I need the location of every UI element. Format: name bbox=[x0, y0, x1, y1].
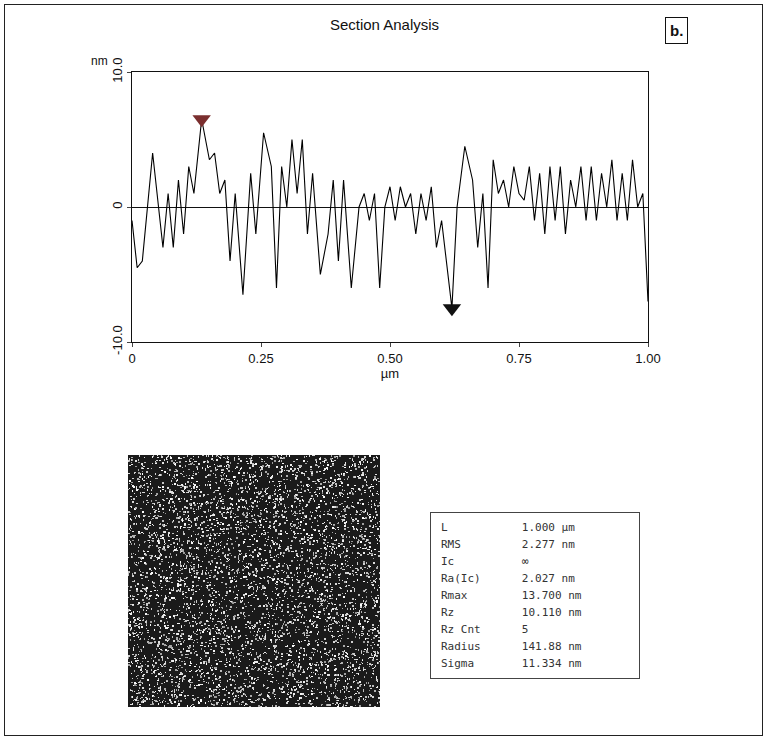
html-text:10.110 nm: 10.110 nm bbox=[521, 606, 582, 619]
html-text:5: 5 bbox=[521, 623, 529, 636]
svg-text:0: 0 bbox=[128, 351, 135, 366]
svg-text:-10.0: -10.0 bbox=[110, 325, 125, 355]
html-text:L: L bbox=[441, 521, 448, 534]
html-text:Sigma: Sigma bbox=[441, 657, 475, 670]
html-text:13.700 nm: 13.700 nm bbox=[521, 589, 582, 602]
html-text:Rz: Rz bbox=[441, 606, 455, 619]
html-text:2.027 nm: 2.027 nm bbox=[521, 572, 575, 585]
svg-text:Section Analysis: Section Analysis bbox=[330, 16, 439, 33]
html-text:1.000 µm: 1.000 µm bbox=[521, 521, 575, 534]
html-text:141.88 nm: 141.88 nm bbox=[521, 640, 582, 653]
svg-text:0.75: 0.75 bbox=[506, 351, 531, 366]
html-text:Radius: Radius bbox=[441, 640, 481, 653]
svg-text:b.: b. bbox=[670, 22, 683, 39]
svg-text:0: 0 bbox=[110, 201, 125, 208]
svg-text:1.00: 1.00 bbox=[635, 351, 660, 366]
html-text:RMS: RMS bbox=[441, 538, 461, 551]
svg-text:nm: nm bbox=[91, 54, 108, 68]
svg-text:0.50: 0.50 bbox=[377, 351, 402, 366]
html-text:11.334 nm: 11.334 nm bbox=[521, 657, 582, 670]
html-text:2.277 nm: 2.277 nm bbox=[521, 538, 575, 551]
html-text:Rz Cnt: Rz Cnt bbox=[441, 623, 481, 636]
html-text:Ra(Ic): Ra(Ic) bbox=[441, 572, 481, 585]
svg-text:10.0: 10.0 bbox=[110, 57, 125, 82]
html-text:Ic: Ic bbox=[441, 555, 455, 568]
html-text:Rmax: Rmax bbox=[441, 589, 468, 602]
svg-text:µm: µm bbox=[381, 366, 399, 381]
svg-text:0.25: 0.25 bbox=[248, 351, 273, 366]
